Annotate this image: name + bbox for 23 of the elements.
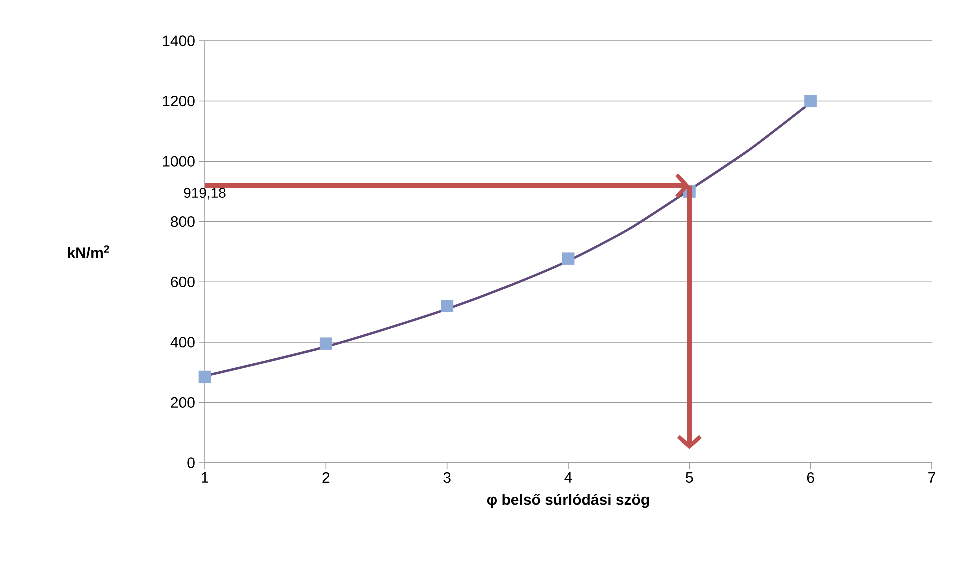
y-tick-label: 400	[170, 337, 195, 348]
ref-line-label: 919,18	[184, 188, 226, 200]
point	[320, 338, 332, 350]
point	[441, 300, 454, 312]
x-tick-label: 7	[928, 472, 936, 483]
x-tick-label: 1	[202, 472, 208, 483]
point	[562, 252, 575, 266]
x-tick-label: 6	[807, 472, 814, 484]
y-tick-label: 600	[171, 276, 195, 288]
x-axis-title: φ belső súrlódási szög	[487, 494, 650, 508]
y-tick-label: 0	[188, 458, 195, 468]
y-tick-label: 1400	[163, 36, 195, 46]
y-axis-title: kN/m$^{2}$	[68, 246, 110, 258]
x-tick-label: 3	[444, 472, 451, 484]
y-tick-label: 1000	[163, 156, 195, 167]
y-tick-label: 200	[171, 397, 195, 408]
y-tick-label: 1200	[163, 96, 195, 107]
x-tick-label: 4	[564, 472, 572, 483]
x-tick-label: 2	[322, 472, 330, 483]
point	[198, 370, 212, 384]
y-tick-label: 800	[171, 216, 195, 228]
point	[804, 95, 818, 108]
x-tick-label: 5	[686, 472, 694, 483]
